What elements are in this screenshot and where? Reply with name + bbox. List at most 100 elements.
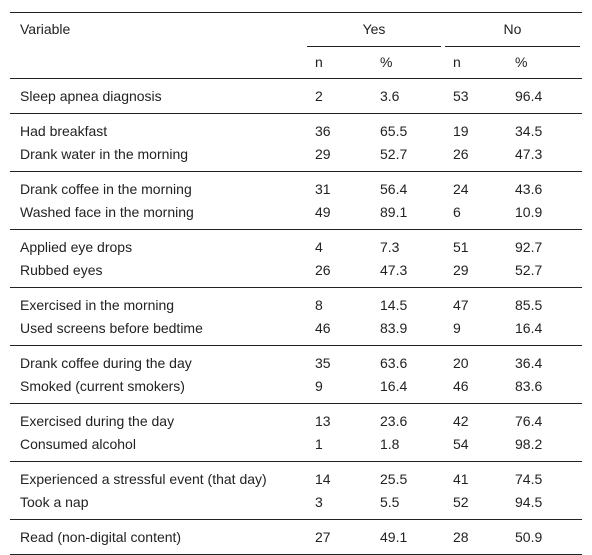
variable-cell: Sleep apnea diagnosis <box>20 88 162 104</box>
group-label: No <box>445 18 580 47</box>
table-row: Applied eye drops 4 7.3 51 92.7 <box>10 230 582 260</box>
value-cell: 36.4 <box>515 355 543 371</box>
table-row: Washed face in the morning 49 89.1 6 10.9 <box>10 201 582 230</box>
value-cell: 26 <box>453 146 469 162</box>
value-cell: 51 <box>453 239 469 255</box>
value-cell: 47.3 <box>380 262 408 278</box>
value-cell: 3 <box>315 494 323 510</box>
value-cell: 52.7 <box>380 146 408 162</box>
value-cell: 94.5 <box>515 494 543 510</box>
value-cell: 92.7 <box>515 239 543 255</box>
value-cell: 42 <box>453 413 469 429</box>
value-cell: 36 <box>315 123 331 139</box>
value-cell: 29 <box>315 146 331 162</box>
value-cell: 8 <box>315 297 323 313</box>
table-row: Used screens before bedtime 46 83.9 9 16.4 <box>10 317 582 346</box>
value-cell: 9 <box>453 320 461 336</box>
table-row: Drank coffee in the morning 31 56.4 24 43.6 <box>10 172 582 202</box>
value-cell: 2 <box>315 88 323 104</box>
subheader-row: n % n % <box>10 47 582 79</box>
table-row: Drank water in the morning 29 52.7 26 47.3 <box>10 143 582 172</box>
row-group: Experienced a stressful event (that day)… <box>10 461 582 520</box>
value-cell: 23.6 <box>380 413 408 429</box>
row-group: Exercised in the morning 8 14.5 47 85.5 Used … <box>10 287 582 346</box>
variable-cell: Drank water in the morning <box>20 146 189 162</box>
table-row: Exercised during the day 13 23.6 42 76.4 <box>10 404 582 434</box>
variable-cell: Applied eye drops <box>20 239 133 255</box>
row-group: Drank coffee during the day 35 63.6 20 36.4 S… <box>10 345 582 404</box>
variable-cell: Read (non-digital content) <box>20 529 182 545</box>
value-cell: 16.4 <box>380 378 408 394</box>
variable-cell: Experienced a stressful event (that day) <box>20 471 267 487</box>
subheader: n <box>443 47 505 79</box>
value-cell: 46 <box>315 320 331 336</box>
group-header: Yes <box>305 13 443 47</box>
variable-cell: Had breakfast <box>20 123 108 139</box>
value-cell: 16.4 <box>515 320 543 336</box>
table-row: Read (non-digital content) 27 49.1 28 50.9 <box>10 520 582 555</box>
row-group: Sleep apnea diagnosis 2 3.6 53 96.4 <box>10 78 582 114</box>
value-cell: 13 <box>315 413 331 429</box>
value-cell: 1 <box>315 436 323 452</box>
subheader: % <box>505 47 582 79</box>
value-cell: 5.5 <box>380 494 400 510</box>
table-row: Smoked (current smokers) 9 16.4 46 83.6 <box>10 375 582 404</box>
table-row: Consumed alcohol 1 1.8 54 98.2 <box>10 433 582 462</box>
value-cell: 43.6 <box>515 181 543 197</box>
value-cell: 74.5 <box>515 471 543 487</box>
variable-cell: Took a nap <box>20 494 89 510</box>
value-cell: 14 <box>315 471 331 487</box>
table-row: Took a nap 3 5.5 52 94.5 <box>10 491 582 520</box>
value-cell: 34.5 <box>515 123 543 139</box>
value-cell: 6 <box>453 204 461 220</box>
value-cell: 27 <box>315 529 331 545</box>
table-row: Experienced a stressful event (that day)… <box>10 462 582 492</box>
value-cell: 26 <box>315 262 331 278</box>
value-cell: 35 <box>315 355 331 371</box>
table-row: Rubbed eyes 26 47.3 29 52.7 <box>10 259 582 288</box>
value-cell: 54 <box>453 436 469 452</box>
value-cell: 24 <box>453 181 469 197</box>
value-cell: 31 <box>315 181 331 197</box>
value-cell: 89.1 <box>380 204 408 220</box>
value-cell: 76.4 <box>515 413 543 429</box>
row-group: Read (non-digital content) 27 49.1 28 50.9 <box>10 519 582 555</box>
value-cell: 83.6 <box>515 378 543 394</box>
value-cell: 29 <box>453 262 469 278</box>
value-cell: 41 <box>453 471 469 487</box>
value-cell: 52.7 <box>515 262 543 278</box>
value-cell: 49 <box>315 204 331 220</box>
data-table: Variable Yes No n % n % Sleep apnea diag… <box>10 12 582 555</box>
value-cell: 4 <box>315 239 323 255</box>
value-cell: 52 <box>453 494 469 510</box>
subheader: % <box>370 47 443 79</box>
value-cell: 56.4 <box>380 181 408 197</box>
row-group: Exercised during the day 13 23.6 42 76.4 Cons… <box>10 403 582 462</box>
value-cell: 9 <box>315 378 323 394</box>
variable-cell: Used screens before bedtime <box>20 320 203 336</box>
table-row: Exercised in the morning 8 14.5 47 85.5 <box>10 288 582 318</box>
variable-cell: Drank coffee in the morning <box>20 181 192 197</box>
value-cell: 50.9 <box>515 529 543 545</box>
group-label: Yes <box>307 18 441 47</box>
variable-cell: Drank coffee during the day <box>20 355 192 371</box>
table-header: Variable Yes No n % n % <box>10 12 582 79</box>
variable-cell: Rubbed eyes <box>20 262 103 278</box>
subheader: n <box>305 47 370 79</box>
value-cell: 49.1 <box>380 529 408 545</box>
variable-cell: Exercised in the morning <box>20 297 175 313</box>
value-cell: 7.3 <box>380 239 400 255</box>
page: {"table": { "header": {"variable": "Vari… <box>10 12 582 555</box>
variable-cell: Consumed alcohol <box>20 436 136 452</box>
table-row: Sleep apnea diagnosis 2 3.6 53 96.4 <box>10 79 582 114</box>
value-cell: 10.9 <box>515 204 543 220</box>
value-cell: 53 <box>453 88 469 104</box>
value-cell: 46 <box>453 378 469 394</box>
table-row: Had breakfast 36 65.5 19 34.5 <box>10 114 582 144</box>
value-cell: 47.3 <box>515 146 543 162</box>
value-cell: 3.6 <box>380 88 400 104</box>
value-cell: 20 <box>453 355 469 371</box>
row-group: Applied eye drops 4 7.3 51 92.7 Rubbed eyes 26… <box>10 229 582 288</box>
group-header: No <box>443 13 582 47</box>
value-cell: 85.5 <box>515 297 543 313</box>
